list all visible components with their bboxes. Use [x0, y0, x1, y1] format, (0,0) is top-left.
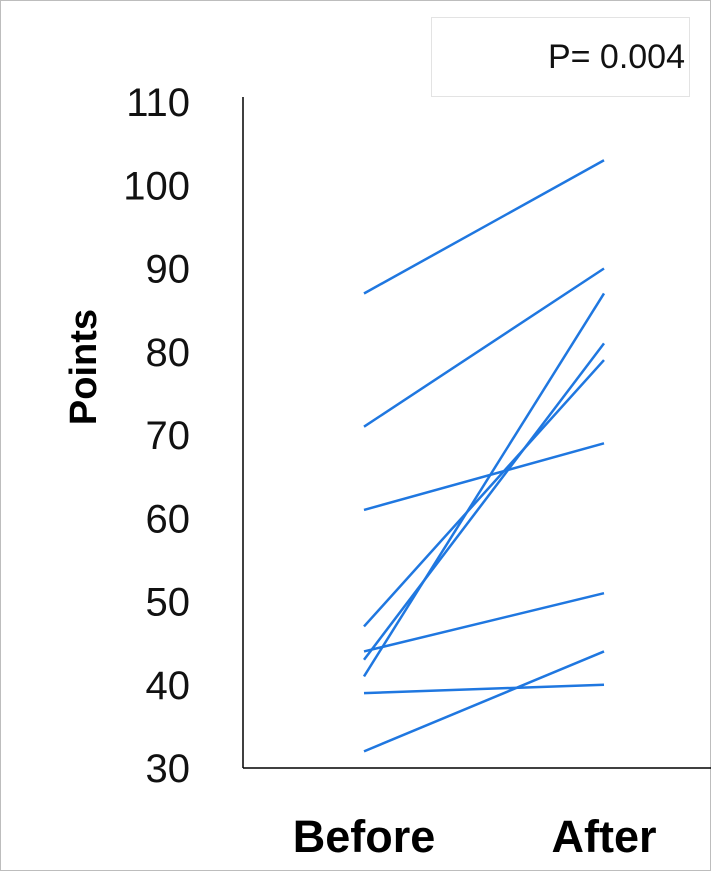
y-tick-labels: 30 40 50 60 70 80 90 100 110: [123, 81, 190, 791]
y-tick-label: 110: [126, 81, 190, 125]
y-tick-label: 50: [146, 581, 191, 625]
series-line-2: [363, 267, 605, 428]
series-lines: [362, 159, 606, 753]
p-value-annotation: P= 0.004: [431, 17, 690, 97]
series-line-3: [363, 442, 605, 512]
x-category-after: After: [551, 811, 656, 862]
x-category-before: Before: [293, 811, 436, 862]
series-line-1: [363, 159, 605, 295]
y-tick-label: 70: [146, 414, 191, 458]
series-line-7: [362, 292, 606, 678]
y-tick-label: 90: [146, 248, 191, 292]
y-tick-label: 30: [146, 747, 191, 791]
y-axis-label: Points: [63, 309, 105, 425]
series-line-5: [363, 591, 605, 653]
series-line-8: [363, 683, 605, 695]
y-tick-label: 40: [146, 664, 191, 708]
p-value-text: P= 0.004: [547, 37, 685, 76]
series-line-4: [363, 359, 605, 628]
series-line-6: [363, 342, 605, 661]
y-tick-label: 80: [146, 331, 191, 375]
y-tick-label: 60: [146, 497, 191, 541]
series-line-9: [363, 650, 605, 753]
y-tick-label: 100: [123, 164, 190, 208]
